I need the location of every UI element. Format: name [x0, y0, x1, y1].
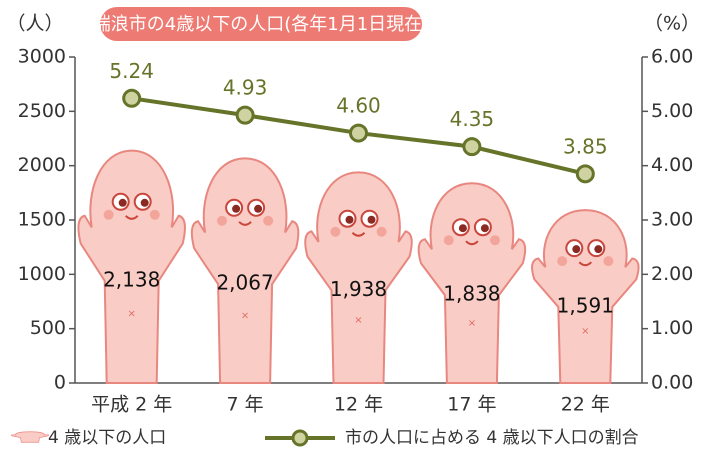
y-tick-label: 3000 — [18, 46, 66, 68]
line-marker — [124, 90, 140, 106]
line-marker — [464, 139, 480, 155]
data-label: 1,938 — [330, 277, 387, 301]
pupil — [254, 205, 262, 213]
line-marker — [351, 125, 367, 141]
pupil — [594, 245, 602, 253]
navel: × — [241, 311, 249, 322]
data-label: 4.60 — [336, 94, 381, 118]
y2-tick-label: 2.00 — [651, 263, 693, 285]
navel: × — [354, 315, 362, 326]
legend-icon — [11, 432, 48, 443]
legend-label: 市の人口に占める 4 歳以下人口の割合 — [345, 428, 639, 448]
cheek — [263, 216, 273, 226]
x-tick-label: 17 年 — [447, 394, 496, 416]
navel: × — [128, 308, 136, 319]
data-label: 1,838 — [443, 282, 500, 306]
data-label: 2,067 — [216, 271, 273, 295]
y-tick-label: 2000 — [18, 154, 66, 176]
chart: 瑞浪市の4歳以下の人口(各年1月1日現在) （人） （%） 0 500 1000 15… — [0, 0, 710, 461]
pupil — [481, 224, 489, 232]
pupil — [368, 216, 376, 224]
data-label: 5.24 — [109, 59, 154, 83]
cheek — [104, 210, 114, 220]
navel: × — [581, 326, 589, 337]
cheek — [603, 256, 613, 266]
y-tick-label: 1500 — [18, 209, 66, 231]
y2-tick-label: 1.00 — [651, 317, 693, 339]
y2-tick-label: 3.00 — [651, 209, 693, 231]
y2-tick-label: 5.00 — [651, 100, 693, 122]
y2-tick-label: 0.00 — [651, 372, 693, 394]
pupil — [232, 205, 240, 213]
pupil — [572, 245, 580, 253]
pupil — [119, 199, 127, 207]
y-tick-label: 0 — [54, 372, 66, 394]
data-label: 4.35 — [450, 107, 495, 131]
x-tick-label: 平成 2 年 — [91, 394, 172, 416]
cheek — [444, 235, 454, 245]
y-axis-label: （人） — [6, 13, 63, 35]
pupil — [459, 224, 467, 232]
cheek — [490, 235, 500, 245]
chart-title: 瑞浪市の4歳以下の人口(各年1月1日現在) — [93, 14, 429, 35]
cheek — [217, 216, 227, 226]
y-tick-label: 500 — [30, 317, 66, 339]
line-marker — [577, 166, 593, 182]
pupil — [141, 199, 149, 207]
data-label: 3.85 — [563, 134, 608, 158]
legend-marker — [293, 431, 307, 445]
cheek — [330, 227, 340, 237]
y-tick-label: 1000 — [18, 263, 66, 285]
y-tick-label: 2500 — [18, 100, 66, 122]
line-marker — [237, 107, 253, 123]
legend-label: 4 歳以下の人口 — [48, 428, 166, 448]
x-tick-label: 12 年 — [334, 394, 383, 416]
x-tick-label: 22 年 — [561, 394, 610, 416]
data-label: 1,591 — [557, 293, 614, 317]
data-label: 4.93 — [223, 76, 268, 100]
y2-tick-label: 4.00 — [651, 154, 693, 176]
y2-axis-label: （%） — [644, 13, 700, 35]
data-label: 2,138 — [103, 267, 160, 291]
cheek — [557, 256, 567, 266]
x-tick-label: 7 年 — [227, 394, 264, 416]
cheek — [150, 210, 160, 220]
cheek — [377, 227, 387, 237]
pupil — [346, 216, 354, 224]
navel: × — [468, 318, 476, 329]
y2-tick-label: 6.00 — [651, 46, 693, 68]
